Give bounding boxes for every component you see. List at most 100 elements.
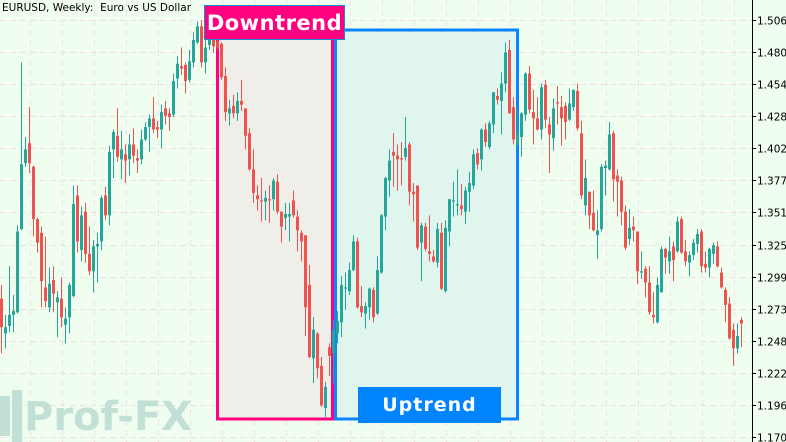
candle-body — [504, 52, 507, 84]
candle-body — [248, 133, 251, 170]
candle-body — [632, 226, 635, 231]
bearish-candle — [32, 165, 35, 237]
candle-body — [580, 133, 583, 196]
bearish-candle — [560, 95, 563, 146]
bearish-candle — [88, 226, 91, 275]
candle-body — [216, 41, 219, 48]
bullish-candle — [68, 282, 71, 334]
bearish-candle — [648, 266, 651, 315]
bearish-candle — [644, 266, 647, 298]
candle-body — [604, 165, 607, 169]
candle-body — [140, 139, 143, 160]
bearish-candle — [40, 226, 43, 308]
candle-body — [132, 144, 135, 156]
candle-body — [188, 61, 191, 80]
candle-body — [172, 81, 175, 115]
candle-body — [452, 200, 455, 202]
candle-body — [692, 242, 695, 256]
bearish-candle — [576, 83, 579, 131]
candle-body — [176, 63, 179, 79]
bullish-candle — [448, 199, 451, 247]
candle-body — [608, 134, 611, 170]
candle-body — [80, 215, 83, 251]
bullish-candle — [600, 164, 603, 232]
y-tick-label: 1.4029 — [757, 144, 786, 156]
bullish-candle — [524, 72, 527, 121]
bearish-candle — [152, 97, 155, 134]
bullish-candle — [516, 108, 519, 147]
candle-body — [148, 118, 151, 128]
candle-body — [712, 245, 715, 254]
candle-body — [684, 251, 687, 262]
candle-body — [0, 298, 3, 328]
candle-body — [472, 154, 475, 186]
bullish-candle — [160, 104, 163, 149]
candle-body — [568, 103, 571, 120]
downtrend-label: Downtrend — [204, 5, 345, 40]
candle-body — [448, 199, 451, 232]
bearish-candle — [720, 267, 723, 289]
bullish-candle — [456, 169, 459, 216]
bearish-candle — [732, 323, 735, 366]
bullish-candle — [492, 92, 495, 134]
candle-body — [304, 235, 307, 308]
bearish-candle — [36, 217, 39, 253]
candle-body — [232, 105, 235, 114]
bearish-candle — [396, 144, 399, 191]
bullish-candle — [444, 220, 447, 293]
bullish-candle — [696, 228, 699, 253]
bullish-candle — [472, 149, 475, 190]
candle-body — [352, 241, 355, 271]
bearish-candle — [316, 332, 319, 379]
bullish-candle — [172, 73, 175, 118]
bearish-candle — [636, 231, 639, 284]
bearish-candle — [532, 89, 535, 145]
bullish-candle — [352, 235, 355, 272]
bearish-candle — [164, 100, 167, 125]
candle-body — [300, 232, 303, 242]
candle-body — [516, 133, 519, 145]
candle-body — [240, 100, 243, 105]
candle-body — [320, 365, 323, 406]
bearish-candle — [136, 149, 139, 174]
bullish-candle — [284, 202, 287, 231]
candle-body — [196, 26, 199, 43]
candle-body — [256, 195, 259, 200]
bearish-candle — [716, 241, 719, 268]
candle-body — [624, 211, 627, 248]
candle-body — [268, 199, 271, 201]
candle-body — [28, 143, 31, 164]
bearish-candle — [704, 251, 707, 273]
candle-body — [180, 66, 183, 69]
candle-body — [476, 153, 479, 165]
candle-body — [36, 219, 39, 243]
candle-body — [488, 123, 491, 147]
candle-body — [228, 108, 231, 114]
bearish-candle — [536, 97, 539, 131]
bearish-candle — [60, 277, 63, 328]
candle-body — [288, 214, 291, 217]
bullish-candle — [120, 130, 123, 180]
bearish-candle — [548, 117, 551, 174]
candle-body — [648, 282, 651, 313]
candle-body — [332, 329, 335, 354]
candle-body — [4, 327, 7, 334]
candle-body — [708, 248, 711, 268]
candle-body — [72, 204, 75, 297]
bullish-candle — [368, 287, 371, 320]
candle-body — [620, 180, 623, 212]
bullish-candle — [140, 129, 143, 165]
bearish-candle — [460, 184, 463, 216]
candle-body — [12, 311, 15, 315]
candle-body — [552, 108, 555, 139]
candle-body — [560, 107, 563, 119]
candle-body — [596, 230, 599, 236]
bearish-candle — [680, 216, 683, 254]
bullish-candle — [8, 266, 11, 333]
bearish-candle — [728, 297, 731, 340]
bearish-candle — [328, 343, 331, 376]
candle-body — [376, 270, 379, 314]
candle-body — [724, 289, 727, 305]
bullish-candle — [336, 311, 339, 344]
